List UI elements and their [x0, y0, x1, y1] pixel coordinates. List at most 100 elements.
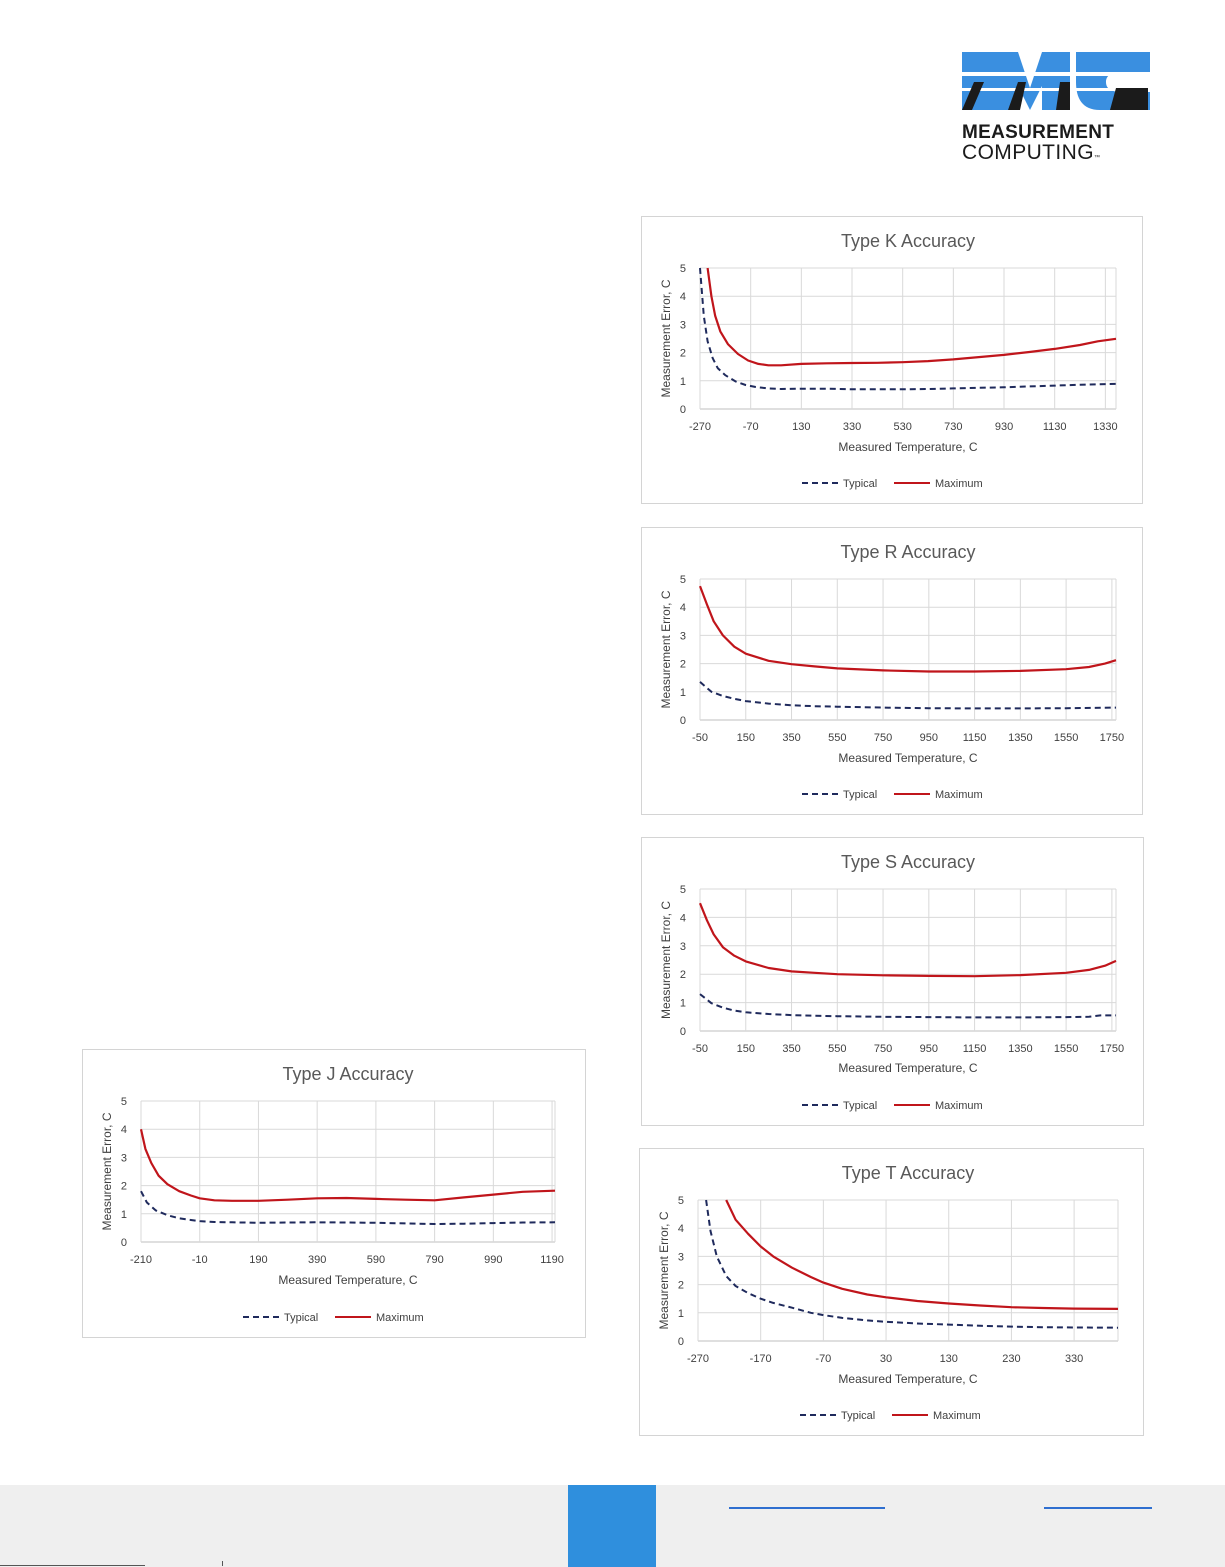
- footer-link-underline-right[interactable]: [1044, 1507, 1152, 1509]
- x-tick-label: -50: [692, 1043, 708, 1055]
- y-axis-label: Measurement Error, C: [659, 279, 673, 397]
- x-tick-label: 950: [920, 1043, 938, 1055]
- y-tick-label: 1: [680, 687, 686, 699]
- x-tick-label: 550: [828, 1043, 846, 1055]
- x-tick-label: -50: [692, 732, 708, 744]
- trademark-symbol: ™: [1093, 155, 1101, 161]
- type-k-accuracy-chart: 0 1 2 3 4 5 -270 -70 130 330 530 730 930 1130 1330 Type…: [641, 216, 1143, 504]
- type-r-accuracy-svg: 0 1 2 3 4 5 -50 150 350 550 750 950 1150 1350 1550 1750…: [659, 542, 1124, 801]
- y-tick-label: 3: [678, 1251, 684, 1263]
- y-tick-label: 1: [680, 998, 686, 1010]
- x-axis-label: Measured Temperature, C: [838, 440, 978, 454]
- y-axis-label: Measurement Error, C: [659, 901, 673, 1019]
- y-tick-label: 0: [680, 1026, 686, 1038]
- x-tick-label: 230: [1002, 1353, 1020, 1365]
- x-tick-label: 1130: [1043, 421, 1067, 433]
- x-tick-label: 330: [843, 421, 861, 433]
- y-tick-label: 0: [680, 404, 686, 416]
- y-tick-label: 5: [678, 1195, 684, 1207]
- x-axis-label: Measured Temperature, C: [838, 1061, 978, 1075]
- x-tick-label: 1330: [1093, 421, 1117, 433]
- x-tick-label: 30: [880, 1353, 892, 1365]
- series-line-typical: [699, 267, 1117, 391]
- x-tick-label: 790: [425, 1254, 443, 1266]
- legend-label-typical: Typical: [843, 1100, 877, 1112]
- type-j-accuracy-svg: 0 1 2 3 4 5 -210 -10 190 390 590 790 990 1190 Type J A…: [100, 1064, 564, 1324]
- y-tick-label: 0: [678, 1336, 684, 1348]
- y-axis-label: Measurement Error, C: [657, 1211, 671, 1329]
- x-tick-label: 130: [940, 1353, 958, 1365]
- series-line-maximum: [725, 1199, 1119, 1310]
- x-tick-label: 550: [828, 732, 846, 744]
- y-axis-label: Measurement Error, C: [659, 590, 673, 708]
- y-tick-label: 4: [680, 291, 686, 303]
- y-tick-label: 2: [680, 969, 686, 981]
- x-tick-label: 330: [1065, 1353, 1083, 1365]
- type-r-accuracy-chart: 0 1 2 3 4 5 -50 150 350 550 750 950 1150 1350 1550 1750…: [641, 527, 1143, 815]
- logo-word-computing-text: COMPUTING: [962, 141, 1094, 164]
- legend-label-maximum: Maximum: [376, 1312, 424, 1324]
- series-line-maximum: [698, 902, 1117, 978]
- type-s-accuracy-chart: 0 1 2 3 4 5 -50 150 350 550 750 950 1150 1350 1550 1750…: [641, 837, 1144, 1126]
- type-t-accuracy-chart: 0 1 2 3 4 5 -270 -170 -70 30 130 230 330 Type T Accur…: [639, 1148, 1144, 1436]
- x-tick-label: -210: [130, 1254, 152, 1266]
- series-line-maximum: [706, 267, 1117, 367]
- y-tick-label: 5: [680, 263, 686, 275]
- y-tick-label: 0: [680, 715, 686, 727]
- x-tick-label: -170: [750, 1353, 772, 1365]
- x-tick-label: 190: [249, 1254, 267, 1266]
- mc-logo-mark-icon: [960, 52, 1155, 110]
- footer-rule: [0, 1565, 145, 1566]
- x-axis-label: Measured Temperature, C: [838, 1372, 978, 1386]
- x-tick-label: 990: [484, 1254, 502, 1266]
- chart-title: Type J Accuracy: [282, 1064, 413, 1084]
- y-tick-label: 1: [678, 1308, 684, 1320]
- x-tick-label: 1350: [1008, 1043, 1032, 1055]
- x-tick-label: 390: [308, 1254, 326, 1266]
- y-tick-label: 3: [121, 1152, 127, 1164]
- y-tick-label: 2: [680, 659, 686, 671]
- x-tick-label: -270: [689, 421, 711, 433]
- x-tick-label: 150: [737, 732, 755, 744]
- x-tick-label: 1750: [1100, 732, 1124, 744]
- x-tick-label: -270: [687, 1353, 709, 1365]
- x-tick-label: -70: [743, 421, 759, 433]
- type-k-accuracy-svg: 0 1 2 3 4 5 -270 -70 130 330 530 730 930 1130 1330 Type…: [659, 231, 1118, 490]
- legend-label-maximum: Maximum: [935, 478, 983, 490]
- footer-tick: [222, 1561, 223, 1566]
- y-tick-label: 3: [680, 319, 686, 331]
- x-tick-label: -10: [192, 1254, 208, 1266]
- y-tick-label: 3: [680, 941, 686, 953]
- x-tick-label: 730: [944, 421, 962, 433]
- legend-label-typical: Typical: [843, 789, 877, 801]
- y-tick-label: 3: [680, 630, 686, 642]
- legend-label-typical: Typical: [284, 1312, 318, 1324]
- y-tick-label: 5: [680, 574, 686, 586]
- series-line-typical: [699, 993, 1116, 1019]
- x-axis-label: Measured Temperature, C: [838, 751, 978, 765]
- series-line-maximum: [139, 1128, 556, 1202]
- y-tick-label: 4: [680, 602, 686, 614]
- x-tick-label: 950: [920, 732, 938, 744]
- x-tick-label: 1190: [540, 1254, 564, 1266]
- x-tick-label: 350: [782, 732, 800, 744]
- y-tick-label: 1: [680, 376, 686, 388]
- chart-title: Type S Accuracy: [841, 852, 975, 872]
- x-tick-label: 750: [874, 1043, 892, 1055]
- y-axis-label: Measurement Error, C: [100, 1112, 114, 1230]
- x-tick-label: -70: [815, 1353, 831, 1365]
- x-tick-label: 130: [792, 421, 810, 433]
- footer-link-underline-left[interactable]: [729, 1507, 885, 1509]
- measurement-computing-logo: MEASUREMENT COMPUTING™: [960, 48, 1160, 165]
- type-s-accuracy-svg: 0 1 2 3 4 5 -50 150 350 550 750 950 1150 1350 1550 1750…: [659, 852, 1124, 1112]
- x-tick-label: 1750: [1100, 1043, 1124, 1055]
- page-footer: [0, 1485, 1225, 1567]
- y-tick-label: 2: [121, 1181, 127, 1193]
- logo-word-measurement: MEASUREMENT: [962, 122, 1115, 143]
- x-tick-label: 1150: [963, 1043, 987, 1055]
- y-tick-label: 5: [680, 884, 686, 896]
- x-tick-label: 1350: [1008, 732, 1032, 744]
- series-line-maximum: [698, 585, 1117, 673]
- y-tick-label: 1: [121, 1209, 127, 1221]
- logo-word-computing: COMPUTING™: [962, 141, 1100, 165]
